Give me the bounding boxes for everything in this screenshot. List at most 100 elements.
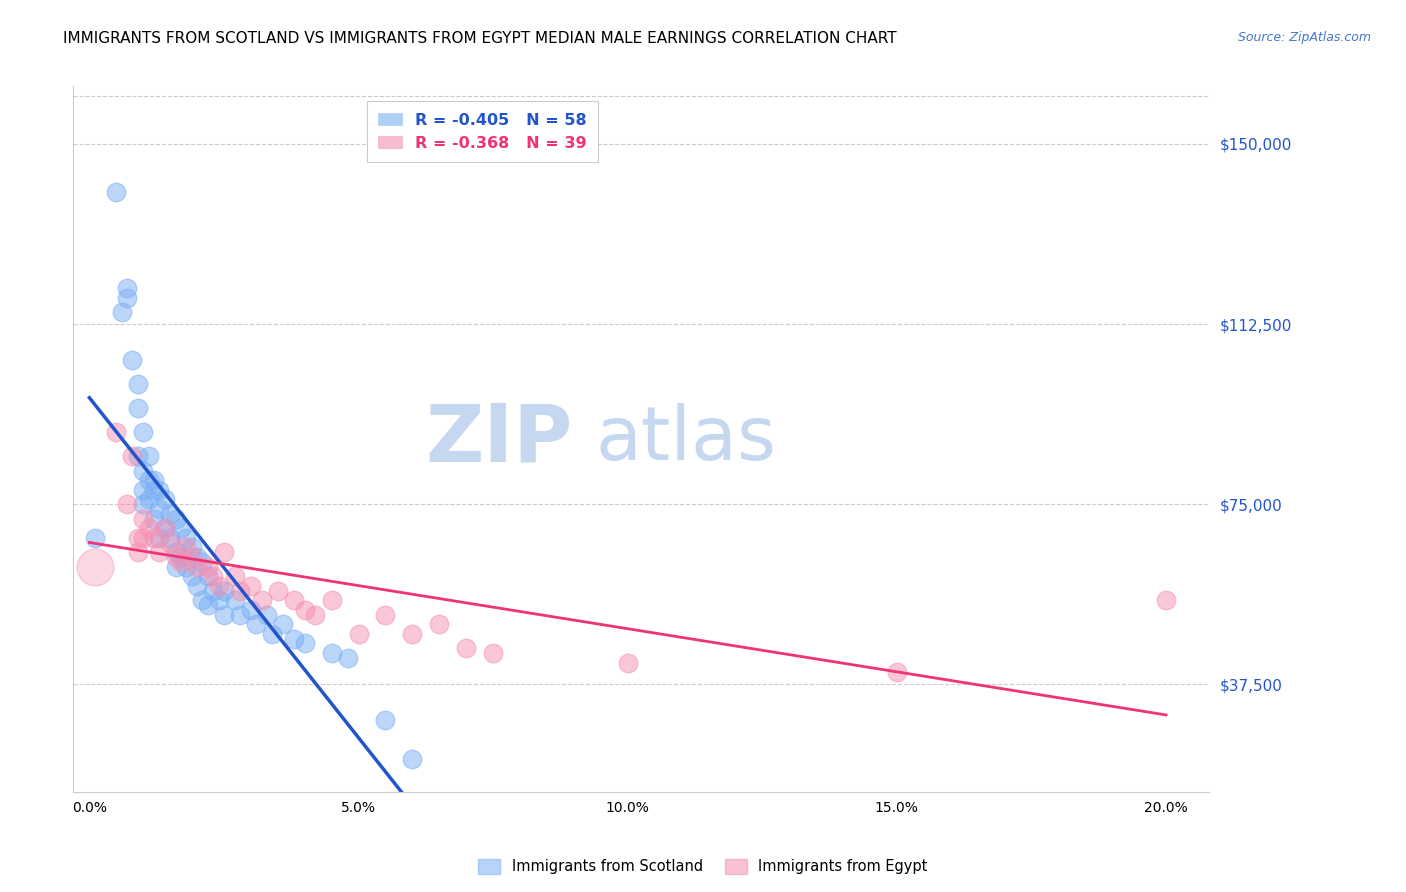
Point [1154, 593, 1177, 607]
Point [115, 291, 138, 305]
Point [132, 425, 155, 439]
Point [121, 353, 143, 368]
Point [321, 646, 343, 660]
Point [427, 617, 450, 632]
Point [229, 607, 252, 622]
Point [482, 646, 505, 660]
Point [105, 185, 128, 199]
Point [127, 401, 149, 415]
Point [111, 305, 134, 319]
Point [186, 579, 208, 593]
Point [159, 507, 181, 521]
Point [180, 549, 202, 564]
Point [159, 535, 181, 549]
Point [132, 463, 155, 477]
Point [267, 583, 290, 598]
Point [239, 603, 262, 617]
Point [170, 549, 193, 564]
Point [336, 650, 359, 665]
Point [197, 559, 219, 574]
Point [143, 483, 166, 497]
Point [148, 502, 170, 516]
Point [212, 607, 235, 622]
Point [170, 521, 193, 535]
Point [212, 583, 235, 598]
Point [207, 593, 229, 607]
Point [174, 531, 197, 545]
Point [170, 555, 193, 569]
Point [239, 579, 262, 593]
Point [174, 559, 197, 574]
Point [127, 377, 149, 392]
Point [186, 549, 208, 564]
Point [132, 531, 155, 545]
Point [271, 617, 294, 632]
Point [283, 632, 305, 646]
Point [224, 593, 246, 607]
Point [262, 627, 284, 641]
Point [186, 559, 208, 574]
Point [83, 559, 105, 574]
Point [174, 541, 197, 555]
Point [229, 583, 252, 598]
Point [127, 531, 149, 545]
Legend: R = -0.405   N = 58, R = -0.368   N = 39: R = -0.405 N = 58, R = -0.368 N = 39 [367, 102, 598, 161]
Point [148, 483, 170, 497]
Point [115, 281, 138, 295]
Point [207, 579, 229, 593]
Point [115, 497, 138, 511]
Point [132, 483, 155, 497]
Point [165, 549, 187, 564]
Point [153, 492, 176, 507]
Point [121, 449, 143, 463]
Point [347, 627, 370, 641]
Point [138, 473, 160, 487]
Point [294, 603, 316, 617]
Point [197, 569, 219, 583]
Point [180, 569, 202, 583]
Point [127, 449, 149, 463]
Point [143, 531, 166, 545]
Point [132, 497, 155, 511]
Point [212, 545, 235, 559]
Text: IMMIGRANTS FROM SCOTLAND VS IMMIGRANTS FROM EGYPT MEDIAN MALE EARNINGS CORRELATI: IMMIGRANTS FROM SCOTLAND VS IMMIGRANTS F… [63, 31, 897, 46]
Point [401, 627, 423, 641]
Point [138, 521, 160, 535]
Point [138, 492, 160, 507]
Point [143, 511, 166, 525]
Point [105, 425, 128, 439]
Point [148, 531, 170, 545]
Point [283, 593, 305, 607]
Text: Source: ZipAtlas.com: Source: ZipAtlas.com [1237, 31, 1371, 45]
Legend: Immigrants from Scotland, Immigrants from Egypt: Immigrants from Scotland, Immigrants fro… [472, 853, 934, 880]
Point [616, 656, 638, 670]
Point [256, 607, 278, 622]
Point [165, 545, 187, 559]
Point [197, 598, 219, 612]
Point [374, 713, 396, 727]
Text: atlas: atlas [596, 403, 776, 475]
Point [191, 593, 214, 607]
Point [321, 593, 343, 607]
Point [159, 531, 181, 545]
Point [456, 641, 478, 656]
Point [148, 545, 170, 559]
Point [143, 473, 166, 487]
Point [245, 617, 267, 632]
Point [304, 607, 326, 622]
Point [83, 531, 105, 545]
Point [886, 665, 908, 680]
Point [180, 541, 202, 555]
Text: ZIP: ZIP [426, 401, 574, 478]
Point [153, 521, 176, 535]
Point [132, 511, 155, 525]
Point [138, 449, 160, 463]
Point [153, 521, 176, 535]
Point [202, 569, 225, 583]
Point [374, 607, 396, 622]
Point [191, 555, 214, 569]
Point [224, 569, 246, 583]
Point [401, 751, 423, 765]
Point [165, 559, 187, 574]
Point [202, 583, 225, 598]
